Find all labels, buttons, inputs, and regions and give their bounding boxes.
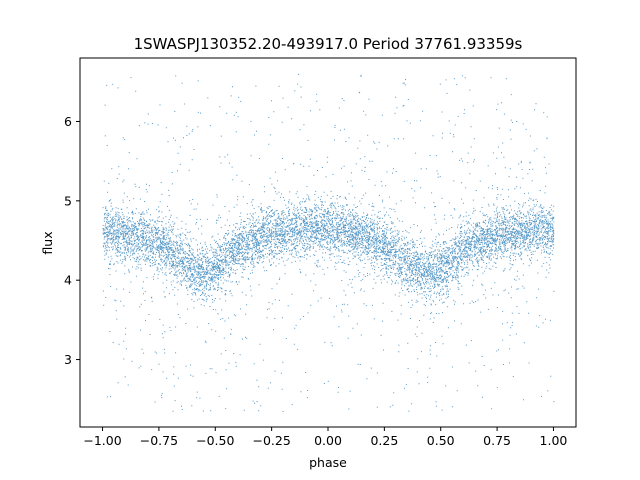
chart-title: 1SWASPJ130352.20-493917.0 Period 37761.9… (134, 35, 523, 53)
x-tick-label: −0.25 (252, 433, 290, 448)
x-axis-ticks: −1.00 −0.75 −0.50 −0.25 0.00 0.25 0.50 0.75 1.00 (83, 427, 567, 448)
x-tick-label: 0.25 (370, 433, 398, 448)
scatter-points (102, 73, 555, 413)
y-tick-label: 4 (64, 273, 72, 288)
x-tick-label: 0.75 (483, 433, 511, 448)
x-tick-label: 0.00 (314, 433, 342, 448)
x-tick-label: 1.00 (540, 433, 568, 448)
y-tick-label: 6 (64, 114, 72, 129)
data-points-group (102, 73, 555, 413)
x-tick-label: 0.50 (427, 433, 455, 448)
y-axis-ticks: 3 4 5 6 (64, 114, 80, 367)
y-tick-label: 3 (64, 352, 72, 367)
y-tick-label: 5 (64, 193, 72, 208)
x-tick-label: −0.50 (196, 433, 234, 448)
x-tick-label: −0.75 (140, 433, 178, 448)
y-axis-label: flux (40, 231, 55, 254)
x-axis-label: phase (309, 455, 347, 470)
x-tick-label: −1.00 (83, 433, 121, 448)
